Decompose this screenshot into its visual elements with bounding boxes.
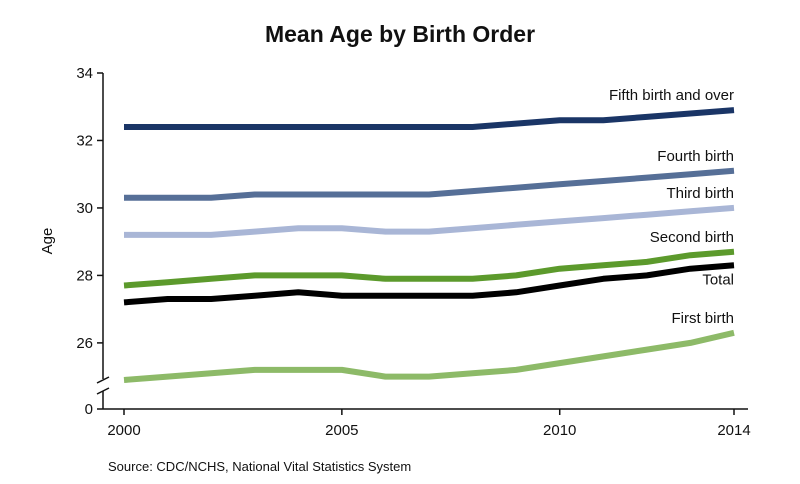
chart-title: Mean Age by Birth Order [265, 21, 535, 47]
axis-break-mark [96, 387, 110, 395]
x-tick-label: 2000 [107, 422, 140, 439]
series-line-total [123, 262, 735, 306]
series-line-third-birth [124, 204, 735, 238]
axis-break-mark [96, 376, 110, 384]
series-line-second-birth [123, 248, 735, 289]
series-label-total: Total [702, 271, 734, 288]
axes: 0 26 28 30 32 34 2000 2005 2010 2014 [76, 65, 750, 439]
y-tick-label: 34 [76, 65, 93, 82]
x-tick-label: 2010 [543, 422, 576, 439]
y-tick-label: 0 [85, 401, 93, 418]
series-label-fourth-birth: Fourth birth [657, 148, 734, 165]
x-tick-label: 2014 [717, 422, 750, 439]
y-axis-label: Age [39, 228, 56, 255]
series-lines [123, 107, 735, 383]
y-tick-label: 26 [76, 335, 93, 352]
y-tick-label: 28 [76, 267, 93, 284]
source-note: Source: CDC/NCHS, National Vital Statist… [108, 459, 411, 474]
series-labels: Fifth birth and over Fourth birth Third bi… [609, 87, 734, 327]
series-line-fourth-birth [124, 167, 735, 201]
series-label-second-birth: Second birth [650, 229, 734, 246]
y-tick-label: 30 [76, 200, 93, 217]
series-line-fifth-birth-and-over [124, 107, 735, 130]
x-tick-label: 2005 [325, 422, 358, 439]
y-tick-label: 32 [76, 132, 93, 149]
series-label-fifth-birth-and-over: Fifth birth and over [609, 87, 734, 104]
series-line-first-birth [123, 329, 735, 383]
series-label-third-birth: Third birth [666, 185, 734, 202]
series-label-first-birth: First birth [671, 310, 734, 327]
